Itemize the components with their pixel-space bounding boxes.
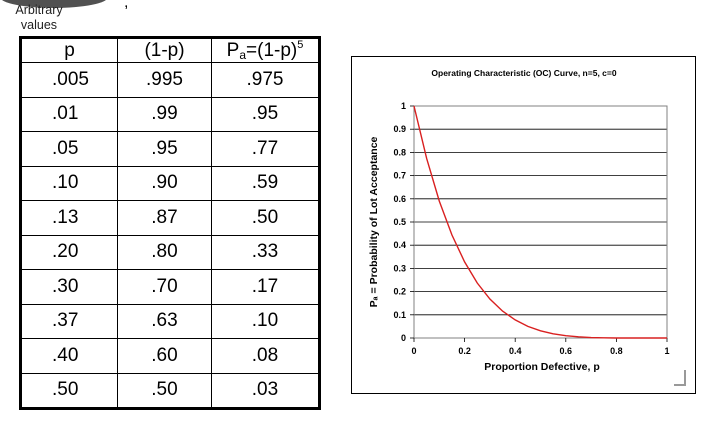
header-p: p <box>21 38 118 63</box>
cell-pa: .33 <box>211 234 319 270</box>
cell-pa: .10 <box>211 303 319 339</box>
cell-p: .005 <box>21 62 118 98</box>
annotation-line-2: values <box>20 18 58 32</box>
x-tick-label: 0.2 <box>458 346 471 356</box>
oc-curve-line <box>413 105 667 339</box>
header-one-minus-p: (1-p) <box>117 38 212 63</box>
x-tick-label: 0.4 <box>509 346 522 356</box>
y-tick-label: 0.3 <box>393 263 406 273</box>
y-tick-label: 0.4 <box>393 240 406 250</box>
cell-pa: .08 <box>211 338 319 374</box>
x-tick-label: 1 <box>664 346 669 356</box>
cropped-mark: , <box>124 0 129 11</box>
table-row: .05.95.77 <box>21 131 319 167</box>
cell-pa: .975 <box>211 62 319 98</box>
grid-layer <box>414 105 667 339</box>
table-row: .01.99.95 <box>21 96 319 132</box>
cell-pa: .59 <box>211 165 319 201</box>
cell-p: .37 <box>21 303 118 339</box>
y-tick-label: 1 <box>401 101 406 111</box>
header-pa-subscript: a <box>239 48 247 62</box>
cell-one-minus-p: .50 <box>117 372 212 408</box>
y-tick-label: 0.8 <box>393 147 406 157</box>
x-tick-label: 0.8 <box>610 346 623 356</box>
cell-p: .05 <box>21 131 118 167</box>
table-row: .20.80.33 <box>21 234 319 270</box>
y-tick-label: 0.1 <box>393 310 406 320</box>
cell-pa: .77 <box>211 131 319 167</box>
table-row: .10.90.59 <box>21 165 319 201</box>
header-pa-formula: =(1-p) <box>246 40 298 61</box>
arbitrary-values-annotation: Arbitrary values <box>10 3 68 33</box>
table-header-row: p (1-p) Pa=(1-p)5 <box>21 38 319 63</box>
cell-p: .40 <box>21 338 118 374</box>
y-tick-label: 0.9 <box>393 124 406 134</box>
chart-title: Operating Characteristic (OC) Curve, n=5… <box>431 68 616 78</box>
cell-one-minus-p: .80 <box>117 234 212 270</box>
cell-one-minus-p: .90 <box>117 165 212 201</box>
y-axis-label: Pₐ = Probability of Lot Acceptance <box>368 136 380 307</box>
cell-one-minus-p: .95 <box>117 131 212 167</box>
edge-mark <box>684 370 686 386</box>
cell-p: .13 <box>21 200 118 236</box>
cell-p: .30 <box>21 269 118 305</box>
edge-mark <box>674 384 686 386</box>
table-row: .37.63.10 <box>21 303 319 339</box>
x-axis-label: Proportion Defective, p <box>484 361 600 373</box>
y-tick-label: 0 <box>401 333 406 343</box>
acceptance-probability-table-container: p (1-p) Pa=(1-p)5 .005.995.975 .01.99.95… <box>19 36 321 410</box>
tick-layer: 0 0.1 0.2 0.3 0.4 0.5 0.6 0.7 0.8 0.9 1 0 0.2 0.4 0.6 0… <box>393 101 669 356</box>
cell-pa: .03 <box>211 372 319 408</box>
x-tick-label: 0.6 <box>560 346 573 356</box>
cell-one-minus-p: .87 <box>117 200 212 236</box>
cell-one-minus-p: .99 <box>117 96 212 132</box>
cell-one-minus-p: .60 <box>117 338 212 374</box>
oc-curve-svg: Operating Characteristic (OC) Curve, n=5… <box>368 68 670 373</box>
table-row: .13.87.50 <box>21 200 319 236</box>
cell-one-minus-p: .995 <box>117 62 212 98</box>
acceptance-probability-table: p (1-p) Pa=(1-p)5 .005.995.975 .01.99.95… <box>21 38 319 408</box>
annotation-line-1: Arbitrary <box>15 3 63 17</box>
table-row: .005.995.975 <box>21 62 319 98</box>
table-row: .40.60.08 <box>21 338 319 374</box>
oc-curve-chart: Operating Characteristic (OC) Curve, n=5… <box>351 56 696 394</box>
cell-pa: .95 <box>211 96 319 132</box>
cell-pa: .17 <box>211 269 319 305</box>
y-tick-label: 0.2 <box>393 287 406 297</box>
cell-one-minus-p: .63 <box>117 303 212 339</box>
cell-one-minus-p: .70 <box>117 269 212 305</box>
cell-p: .50 <box>21 372 118 408</box>
y-tick-label: 0.5 <box>393 217 406 227</box>
header-pa-prefix: P <box>226 40 240 61</box>
header-pa-exponent: 5 <box>297 39 304 51</box>
cell-p: .10 <box>21 165 118 201</box>
table-row: .30.70.17 <box>21 269 319 305</box>
cell-p: .01 <box>21 96 118 132</box>
y-tick-label: 0.6 <box>393 194 406 204</box>
cropped-dark-shape <box>0 0 108 8</box>
header-pa: Pa=(1-p)5 <box>211 38 319 63</box>
table-row: .50.50.03 <box>21 372 319 408</box>
y-tick-label: 0.7 <box>393 171 406 181</box>
x-tick-label: 0 <box>411 346 416 356</box>
cell-pa: .50 <box>211 200 319 236</box>
cell-p: .20 <box>21 234 118 270</box>
